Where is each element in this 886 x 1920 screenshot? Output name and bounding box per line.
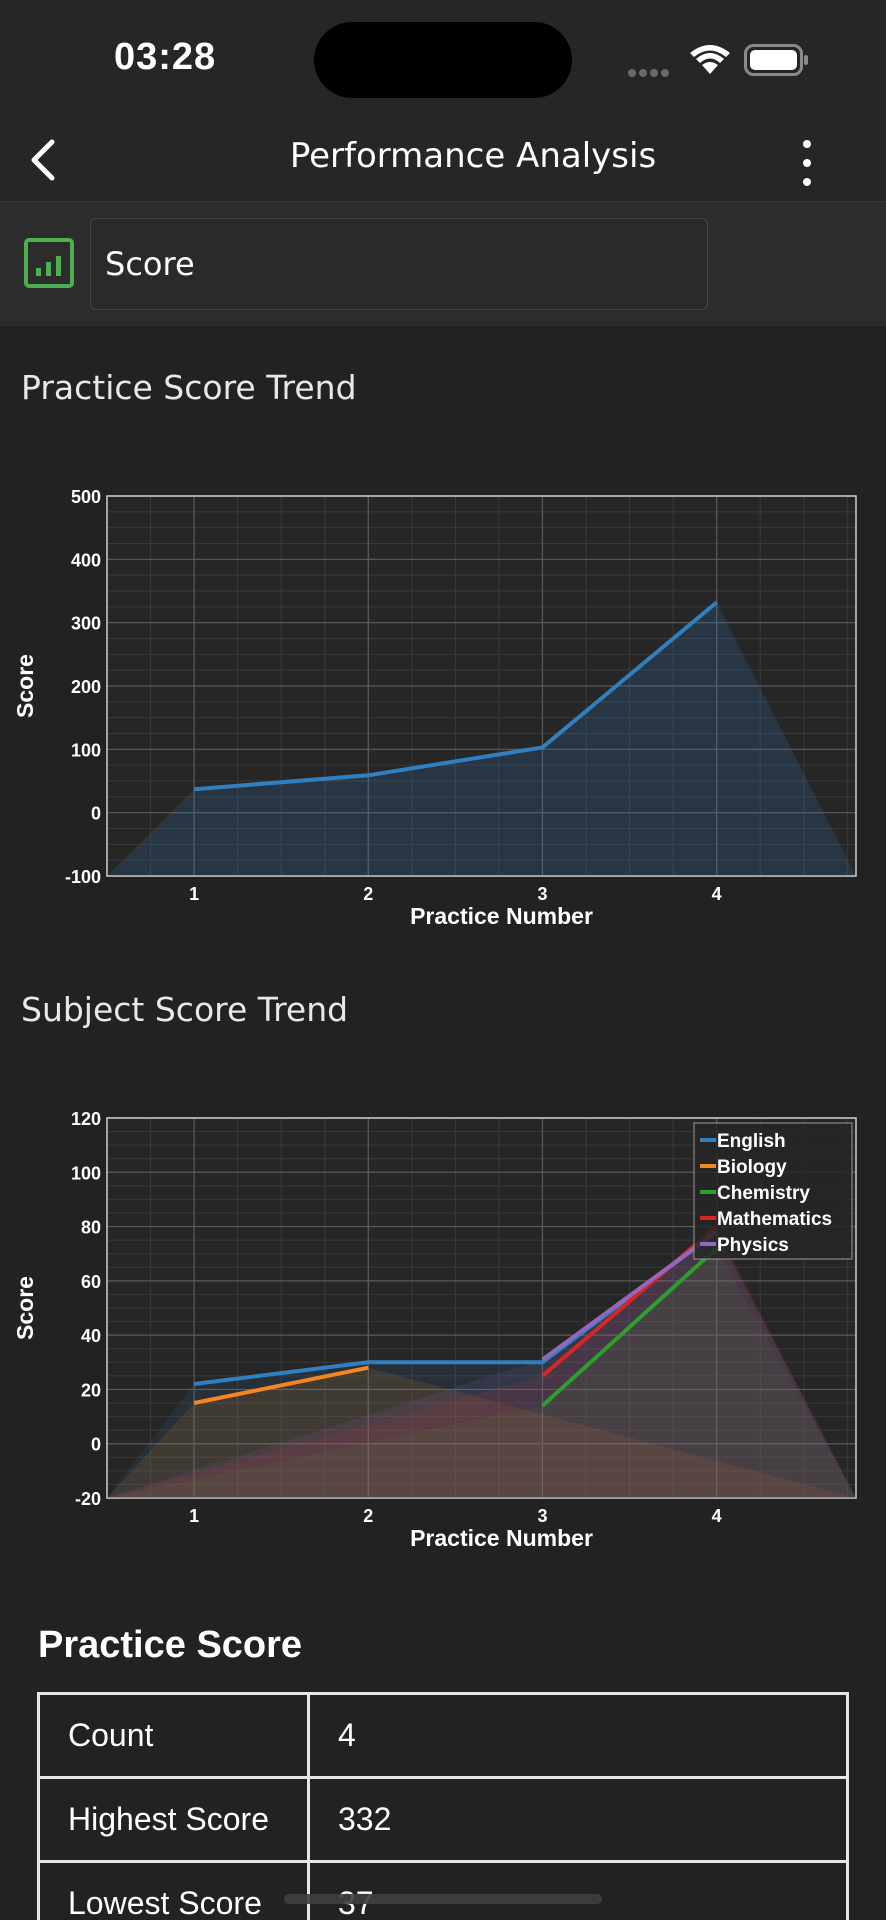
stat-label: Highest Score (37, 1776, 310, 1863)
practice-score-chart: 500 400 300 200 100 0 -100 1 2 3 4 Practice Number S… (12, 487, 857, 929)
home-indicator (284, 1894, 602, 1904)
stat-value: 37 (307, 1860, 849, 1920)
legend (693, 1122, 853, 1260)
wifi-icon (690, 45, 730, 74)
table-row: Count 4 (37, 1692, 849, 1779)
status-time: 03:28 (114, 36, 217, 78)
back-button[interactable] (22, 134, 70, 184)
navigation-bar: Performance Analysis (0, 120, 886, 202)
y-axis-label: Score (12, 1276, 38, 1340)
y-tick-label: 300 (71, 614, 101, 634)
series-line (541, 1230, 718, 1362)
x-tick-label: 4 (712, 1506, 722, 1526)
stat-value: 4 (307, 1692, 849, 1779)
series-line (541, 1246, 718, 1408)
more-options-button[interactable] (792, 130, 822, 190)
legend-entry: Biology (717, 1157, 787, 1178)
y-tick-label: 100 (71, 1163, 101, 1183)
page-title: Performance Analysis (289, 136, 657, 176)
practice-score-title: Practice Score (38, 1624, 303, 1666)
legend-entry: English (717, 1131, 786, 1152)
stat-label: Count (37, 1692, 310, 1779)
series-area (107, 1248, 856, 1498)
y-tick-label: -20 (75, 1489, 101, 1509)
x-axis-label: Practice Number (410, 903, 593, 929)
legend-entry: Chemistry (717, 1183, 810, 1204)
y-tick-label: -100 (65, 867, 101, 887)
y-tick-label: 100 (71, 740, 101, 760)
plot-frame (106, 1117, 857, 1499)
series-line (193, 1365, 369, 1405)
battery-icon (744, 44, 808, 76)
metric-filter-bar: Score (0, 202, 886, 326)
x-tick-label: 1 (189, 884, 199, 904)
more-vertical-icon (792, 130, 822, 186)
series-area (107, 602, 856, 876)
y-tick-label: 80 (81, 1218, 101, 1238)
y-tick-label: 400 (71, 550, 101, 570)
y-tick-label: 0 (91, 804, 101, 824)
metric-select[interactable]: Score (90, 218, 708, 310)
practice-score-table: Count 4 Highest Score 332 Lowest Score 3… (37, 1692, 849, 1920)
y-tick-label: 20 (81, 1380, 101, 1400)
x-tick-label: 3 (537, 884, 547, 904)
legend-entry: Mathematics (717, 1209, 832, 1230)
y-tick-label: 40 (81, 1326, 101, 1346)
y-tick-label: 0 (91, 1435, 101, 1455)
stat-label: Lowest Score (37, 1860, 310, 1920)
series-area (107, 1226, 856, 1498)
series-area (107, 1232, 856, 1498)
bar-chart-icon (24, 238, 74, 288)
subject-score-chart: 120 100 80 60 40 20 0 -20 1 2 3 4 Practice Number Sco… (12, 1109, 857, 1551)
table-row: Highest Score 332 (37, 1776, 849, 1863)
y-tick-label: 60 (81, 1272, 101, 1292)
x-tick-label: 3 (537, 1506, 547, 1526)
y-tick-label: 200 (71, 677, 101, 697)
x-tick-label: 2 (363, 1506, 373, 1526)
chevron-left-icon (31, 139, 55, 181)
practice-trend-title: Practice Score Trend (21, 368, 357, 407)
y-axis-label: Score (12, 654, 38, 718)
stat-value: 332 (307, 1776, 849, 1863)
x-tick-label: 1 (189, 1506, 199, 1526)
dynamic-island (314, 22, 572, 98)
table-row: Lowest Score 37 (37, 1860, 849, 1920)
status-bar: 03:28 (0, 0, 886, 120)
x-tick-label: 2 (363, 884, 373, 904)
series-area (107, 1232, 856, 1498)
y-tick-label: 120 (71, 1109, 101, 1129)
cellular-signal-icon (628, 64, 674, 77)
series-area (107, 1367, 856, 1498)
metric-select-value: Score (105, 245, 195, 283)
subject-trend-title: Subject Score Trend (21, 990, 349, 1029)
plot-frame (106, 495, 857, 877)
legend-entry: Physics (717, 1235, 789, 1256)
y-tick-label: 500 (71, 487, 101, 507)
x-axis-label: Practice Number (410, 1525, 593, 1551)
series-line (193, 600, 718, 792)
x-tick-label: 4 (712, 884, 722, 904)
